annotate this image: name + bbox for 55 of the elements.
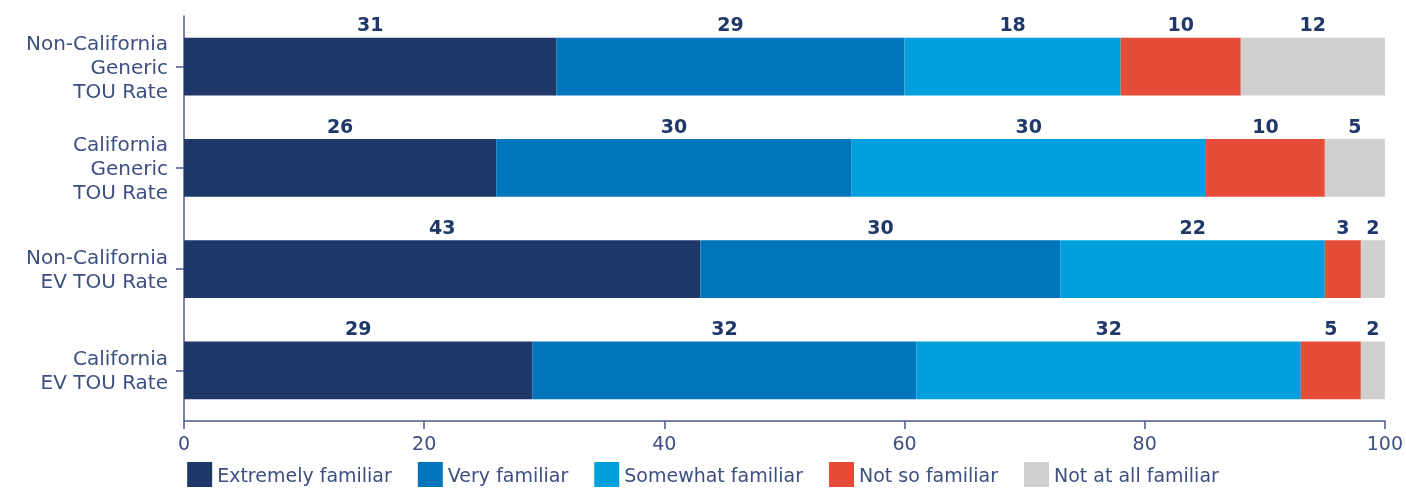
bar	[851, 139, 1206, 197]
y-tick-label: California Generic TOU Rate	[72, 131, 168, 204]
bar	[184, 240, 701, 298]
data-label: 32	[711, 317, 738, 340]
x-tick-label: 0	[177, 431, 191, 454]
data-label: 3	[1336, 215, 1350, 238]
legend-label: Very familiar	[447, 463, 569, 486]
bar	[1360, 240, 1385, 298]
y-tick-label: Non-California EV TOU Rate	[25, 245, 168, 294]
data-label: 2	[1366, 317, 1380, 340]
bar	[532, 341, 917, 400]
data-label: 32	[1095, 317, 1122, 340]
bar	[1060, 240, 1325, 298]
x-tick-label: 60	[892, 431, 917, 454]
x-tick-label: 20	[412, 431, 437, 454]
bar	[184, 341, 533, 400]
data-label: 22	[1179, 215, 1206, 238]
bar	[916, 341, 1301, 400]
data-label: 31	[356, 13, 384, 36]
data-label: 12	[1299, 13, 1327, 36]
data-label: 30	[1015, 114, 1043, 137]
bar	[700, 240, 1061, 298]
bar	[184, 37, 557, 96]
data-label: 5	[1348, 114, 1362, 137]
bar	[904, 37, 1121, 96]
data-label: 30	[867, 215, 894, 238]
bar	[556, 37, 905, 96]
data-label: 18	[999, 13, 1026, 36]
legend-label: Extremely familiar	[217, 463, 393, 486]
bar	[1240, 37, 1385, 96]
data-label: 30	[660, 114, 688, 137]
legend-label: Not so familiar	[858, 463, 999, 486]
x-tick-label: 100	[1366, 431, 1403, 454]
bar	[1120, 37, 1241, 96]
y-tick-label: California EV TOU Rate	[40, 346, 168, 395]
data-label: 5	[1324, 317, 1338, 340]
data-label: 2	[1366, 215, 1380, 238]
x-tick-label: 40	[652, 431, 677, 454]
bar	[1205, 139, 1325, 197]
bar	[1324, 240, 1361, 298]
legend-label: Somewhat familiar	[624, 463, 804, 486]
data-label: 29	[717, 13, 744, 36]
x-tick-label: 80	[1132, 431, 1157, 454]
y-tick-label: Non-California Generic TOU Rate	[25, 30, 168, 103]
bar	[496, 139, 852, 197]
data-label: 43	[428, 215, 456, 238]
legend-label: Not at all familiar	[1054, 463, 1220, 486]
data-label: 26	[326, 114, 354, 137]
data-label: 10	[1252, 114, 1279, 137]
bar	[1324, 139, 1385, 197]
data-label: 10	[1167, 13, 1194, 36]
bar	[1360, 341, 1385, 400]
bar	[184, 139, 497, 197]
bar	[1300, 341, 1361, 400]
data-label: 29	[344, 317, 372, 340]
